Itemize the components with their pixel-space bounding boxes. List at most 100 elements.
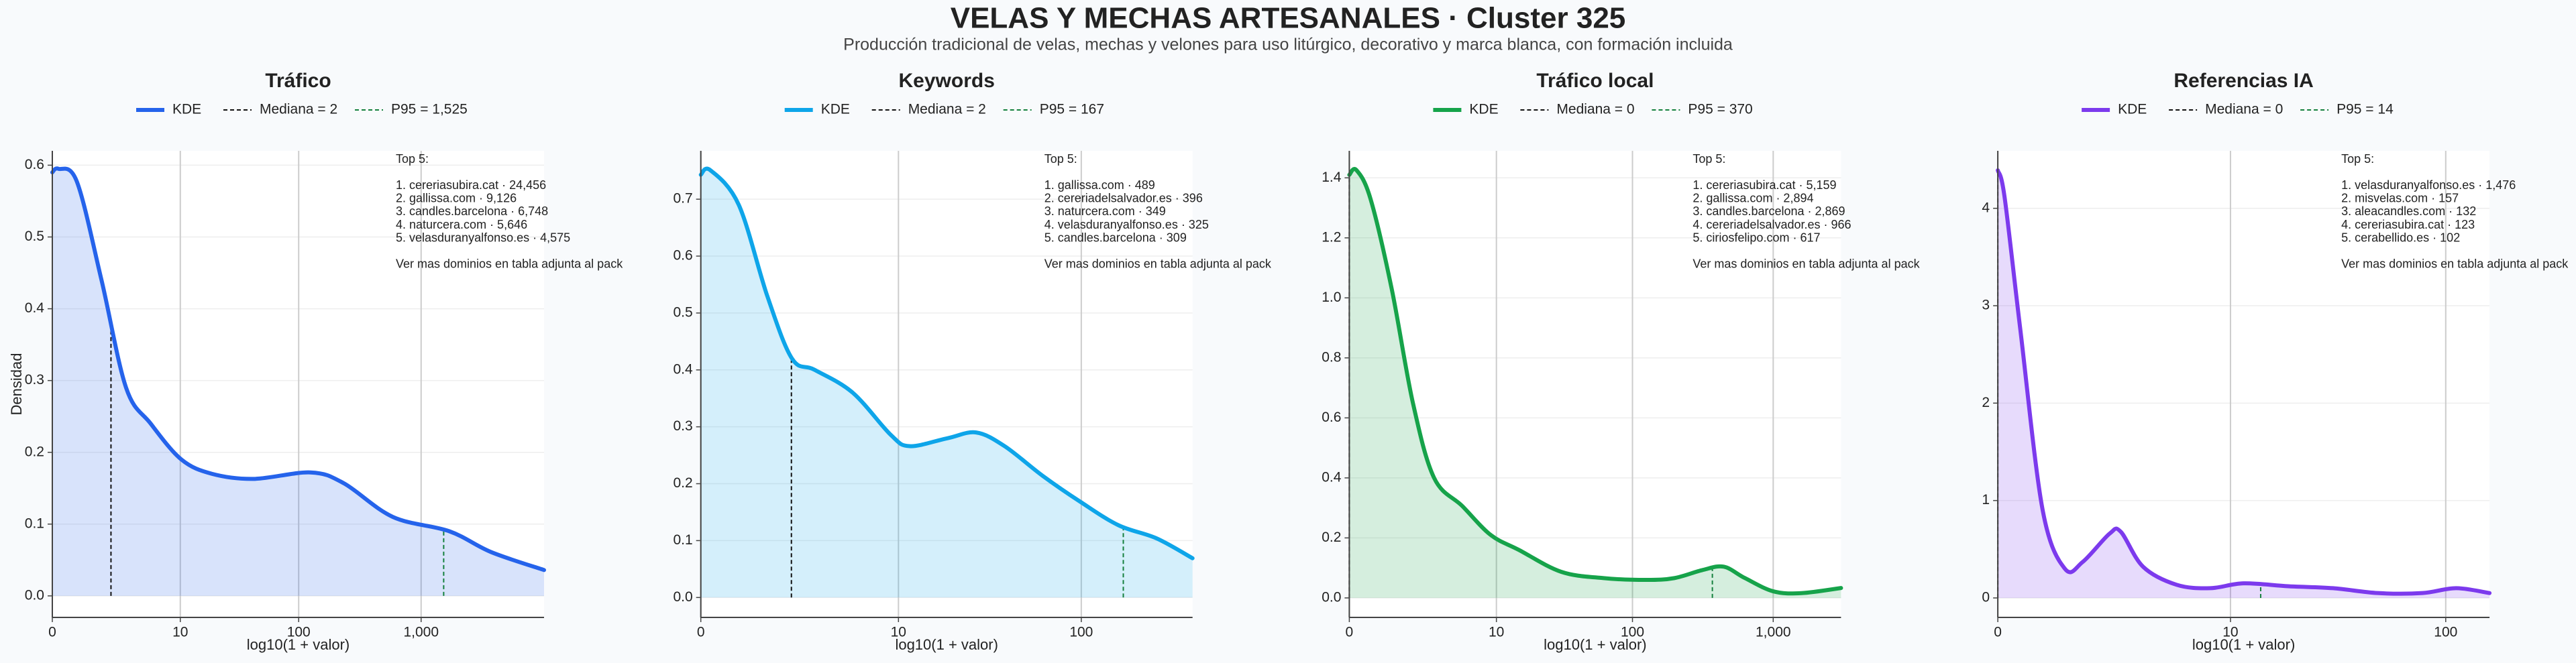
legend-label: Mediana = 2 — [260, 102, 337, 117]
y-axis-label: Densidad — [8, 353, 25, 416]
x-tick-label: 1,000 — [403, 625, 439, 640]
annotation-item: 4. velasduranyalfonso.es · 325 — [1044, 218, 1209, 231]
x-tick-label: 0 — [1346, 625, 1354, 640]
x-tick-label: 0 — [1994, 625, 2002, 640]
panel-title: Keywords — [899, 70, 995, 92]
y-tick-label: 4 — [1982, 200, 1990, 215]
y-tick-label: 0.0 — [1322, 589, 1341, 605]
kde-fill — [1349, 168, 1841, 598]
y-tick-label: 0.3 — [673, 418, 692, 434]
panel-title: Referencias IA — [2174, 70, 2313, 92]
plot-area — [1998, 151, 2490, 617]
annotation-item: 2. gallissa.com · 9,126 — [396, 192, 517, 205]
x-axis-label: log10(1 + valor) — [1544, 636, 1646, 653]
kde-line — [1347, 167, 1843, 596]
x-tick-label: 10 — [172, 625, 188, 640]
legend-label: Mediana = 0 — [2205, 102, 2283, 117]
annotation-heading: Top 5: — [396, 152, 429, 166]
x-tick-label: 100 — [1621, 625, 1644, 640]
y-tick-label: 3 — [1982, 298, 1990, 313]
kde-line — [1996, 168, 2492, 596]
y-tick-label: 0.2 — [673, 475, 692, 491]
y-tick-label: 0.7 — [673, 191, 692, 206]
kde-fill — [52, 168, 544, 596]
annotation-item: 4. cereriasubira.cat · 123 — [2341, 218, 2475, 231]
x-tick-label: 100 — [1069, 625, 1093, 640]
annotation-heading: Top 5: — [1693, 152, 1725, 166]
y-tick-label: 1.4 — [1322, 170, 1342, 185]
x-axis-label: log10(1 + valor) — [247, 636, 350, 653]
legend-label: P95 = 1,525 — [391, 102, 468, 117]
kde-fill — [700, 168, 1193, 598]
panel: 0.0 0.1 0.2 0.3 0.4 0.5 0.6 0 10 100 1,000 Tráfico l… — [8, 70, 623, 653]
annotation-item: 5. candles.barcelona · 309 — [1044, 231, 1187, 244]
annotation-item: 3. candles.barcelona · 2,869 — [1693, 204, 1845, 218]
y-tick-label: 0.2 — [1322, 530, 1341, 545]
annotation-item: 3. candles.barcelona · 6,748 — [396, 204, 548, 218]
legend-label: Mediana = 0 — [1556, 102, 1634, 117]
legend-label: KDE — [1469, 102, 1498, 117]
y-tick-label: 1.0 — [1322, 290, 1341, 305]
y-tick-label: 0.1 — [25, 516, 44, 531]
annotation-item: 2. misvelas.com · 157 — [2341, 192, 2459, 205]
panel: 0 1 2 3 4 0 10 100 Referencias IA log10(1 + valor… — [1982, 70, 2569, 653]
annotation-item: 4. cereriadelsalvador.es · 966 — [1693, 218, 1851, 231]
x-tick-label: 1,000 — [1756, 625, 1791, 640]
x-tick-label: 0 — [697, 625, 705, 640]
annotation-item: 3. aleacandles.com · 132 — [2341, 204, 2476, 218]
x-tick-label: 100 — [2434, 625, 2457, 640]
annotation-item: 3. naturcera.com · 349 — [1044, 204, 1166, 218]
kde-line — [50, 166, 546, 572]
y-tick-label: 0.0 — [25, 587, 44, 603]
annotation-heading: Top 5: — [2341, 152, 2374, 166]
annotation-item: 5. ciriosfelipo.com · 617 — [1693, 231, 1820, 244]
kde-line — [698, 166, 1195, 560]
annotation-item: 1. cereriasubira.cat · 24,456 — [396, 178, 546, 192]
x-tick-label: 10 — [2222, 625, 2238, 640]
legend-label: P95 = 370 — [1688, 102, 1752, 117]
y-tick-label: 0.6 — [25, 157, 44, 172]
legend-label: KDE — [172, 102, 201, 117]
y-tick-label: 0 — [1982, 589, 1990, 605]
legend-label: KDE — [821, 102, 850, 117]
y-tick-label: 2 — [1982, 395, 1990, 410]
y-tick-label: 0.6 — [673, 248, 692, 263]
annotation-item: 1. cereriasubira.cat · 5,159 — [1693, 178, 1836, 192]
y-tick-label: 0.4 — [25, 300, 45, 316]
y-tick-label: 0.3 — [25, 372, 44, 387]
panel-title: Tráfico — [265, 70, 331, 92]
legend-label: KDE — [2118, 102, 2147, 117]
legend-label: P95 = 14 — [2337, 102, 2394, 117]
y-tick-label: 1.2 — [1322, 229, 1341, 245]
y-tick-label: 0.0 — [673, 589, 692, 605]
x-tick-label: 10 — [1489, 625, 1504, 640]
annotation-item: 5. velasduranyalfonso.es · 4,575 — [396, 231, 570, 244]
kde-fill — [1998, 170, 2490, 598]
panel: 0.0 0.2 0.4 0.6 0.8 1.0 1.2 1.4 0 10 100 1,000 Tráfi… — [1322, 70, 1920, 653]
x-tick-label: 10 — [891, 625, 906, 640]
y-tick-label: 0.6 — [1322, 410, 1341, 425]
y-tick-label: 0.4 — [673, 361, 693, 377]
y-tick-label: 0.5 — [25, 229, 44, 244]
figure-title: VELAS Y MECHAS ARTESANALES · Cluster 325 — [951, 2, 1626, 35]
annotation-item: 4. naturcera.com · 5,646 — [396, 218, 527, 231]
y-tick-label: 0.2 — [25, 444, 44, 459]
legend-label: Mediana = 2 — [908, 102, 986, 117]
x-axis-label: log10(1 + valor) — [2192, 636, 2295, 653]
annotation-note: Ver mas dominios en tabla adjunta al pac… — [1693, 257, 1920, 271]
y-tick-label: 1 — [1982, 492, 1990, 507]
plot-area — [1349, 151, 1841, 617]
annotation-item: 2. cereriadelsalvador.es · 396 — [1044, 192, 1203, 205]
legend-label: P95 = 167 — [1040, 102, 1104, 117]
y-tick-label: 0.5 — [673, 304, 692, 320]
annotation-item: 1. gallissa.com · 489 — [1044, 178, 1155, 192]
panel-title: Tráfico local — [1536, 70, 1654, 92]
figure-subtitle: Producción tradicional de velas, mechas … — [843, 36, 1733, 54]
annotation-item: 5. cerabellido.es · 102 — [2341, 231, 2460, 244]
x-tick-label: 100 — [287, 625, 311, 640]
annotation-note: Ver mas dominios en tabla adjunta al pac… — [396, 257, 623, 271]
y-tick-label: 0.1 — [673, 532, 692, 548]
annotation-item: 1. velasduranyalfonso.es · 1,476 — [2341, 178, 2516, 192]
